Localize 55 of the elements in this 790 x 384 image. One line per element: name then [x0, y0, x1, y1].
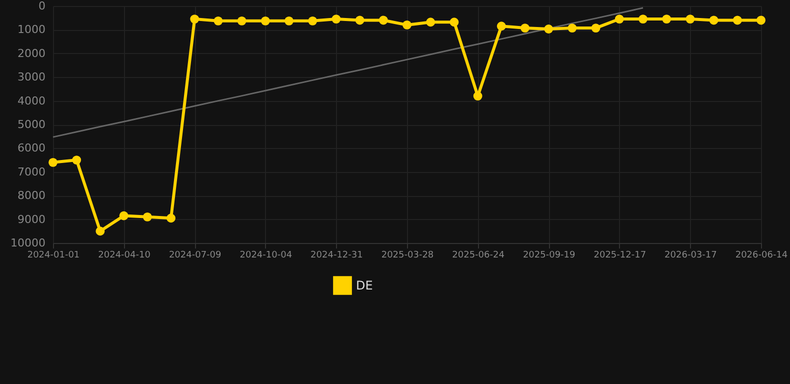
point	[355, 16, 364, 25]
point	[332, 14, 341, 24]
y-tick-label: 4000	[18, 94, 46, 108]
legend-label: DE	[356, 278, 373, 292]
point	[119, 211, 128, 220]
point	[450, 18, 459, 27]
x-tick-label: 2025-12-17	[594, 250, 646, 260]
point	[378, 16, 388, 25]
x-tick-label: 2024-04-10	[98, 250, 151, 260]
point	[568, 24, 577, 33]
point	[473, 92, 482, 101]
y-tick-label: 7000	[18, 165, 46, 178]
y-tick-label: 2000	[18, 46, 46, 60]
y-tick-label: 1000	[18, 23, 46, 36]
y-tick-label: 3000	[18, 70, 46, 84]
x-tick-label: 2026-03-17	[664, 250, 717, 260]
point	[544, 24, 554, 34]
x-tick-label: 2025-06-24	[452, 250, 505, 260]
point	[96, 226, 105, 236]
point	[591, 24, 600, 33]
point	[686, 14, 695, 24]
point	[662, 14, 672, 24]
x-tick-label: 2024-12-31	[310, 250, 363, 260]
y-tick-label: 5000	[18, 118, 46, 131]
x-tick-label: 2026-06-14	[735, 250, 788, 260]
point	[72, 156, 82, 165]
point	[756, 16, 766, 25]
point	[426, 18, 436, 27]
point	[638, 14, 648, 24]
point	[214, 16, 223, 26]
point	[260, 16, 270, 26]
point	[402, 20, 412, 30]
y-tick-label: 0	[38, 0, 46, 12]
line-series	[52, 7, 644, 138]
x-tick-label: 2024-07-09	[168, 250, 222, 260]
point	[48, 158, 58, 167]
point	[308, 16, 318, 26]
x-tick-label: 2024-01-01	[27, 250, 80, 260]
point	[732, 16, 742, 25]
point	[142, 212, 152, 222]
x-tick-label: 2025-03-28	[381, 250, 434, 260]
point	[614, 14, 624, 24]
y-tick-label: 9000	[18, 212, 46, 226]
x-tick-label: 2024-10-04	[240, 250, 292, 260]
point	[190, 14, 200, 24]
point	[520, 24, 530, 33]
y-tick-label: 6000	[18, 142, 46, 155]
point	[284, 16, 294, 26]
point	[237, 16, 246, 26]
point	[496, 22, 506, 31]
y-tick-label: 8000	[18, 189, 46, 202]
y-tick-label: 10000	[10, 236, 46, 250]
point	[166, 214, 176, 223]
x-tick-label: 2025-09-19	[522, 250, 576, 260]
point	[709, 16, 718, 25]
